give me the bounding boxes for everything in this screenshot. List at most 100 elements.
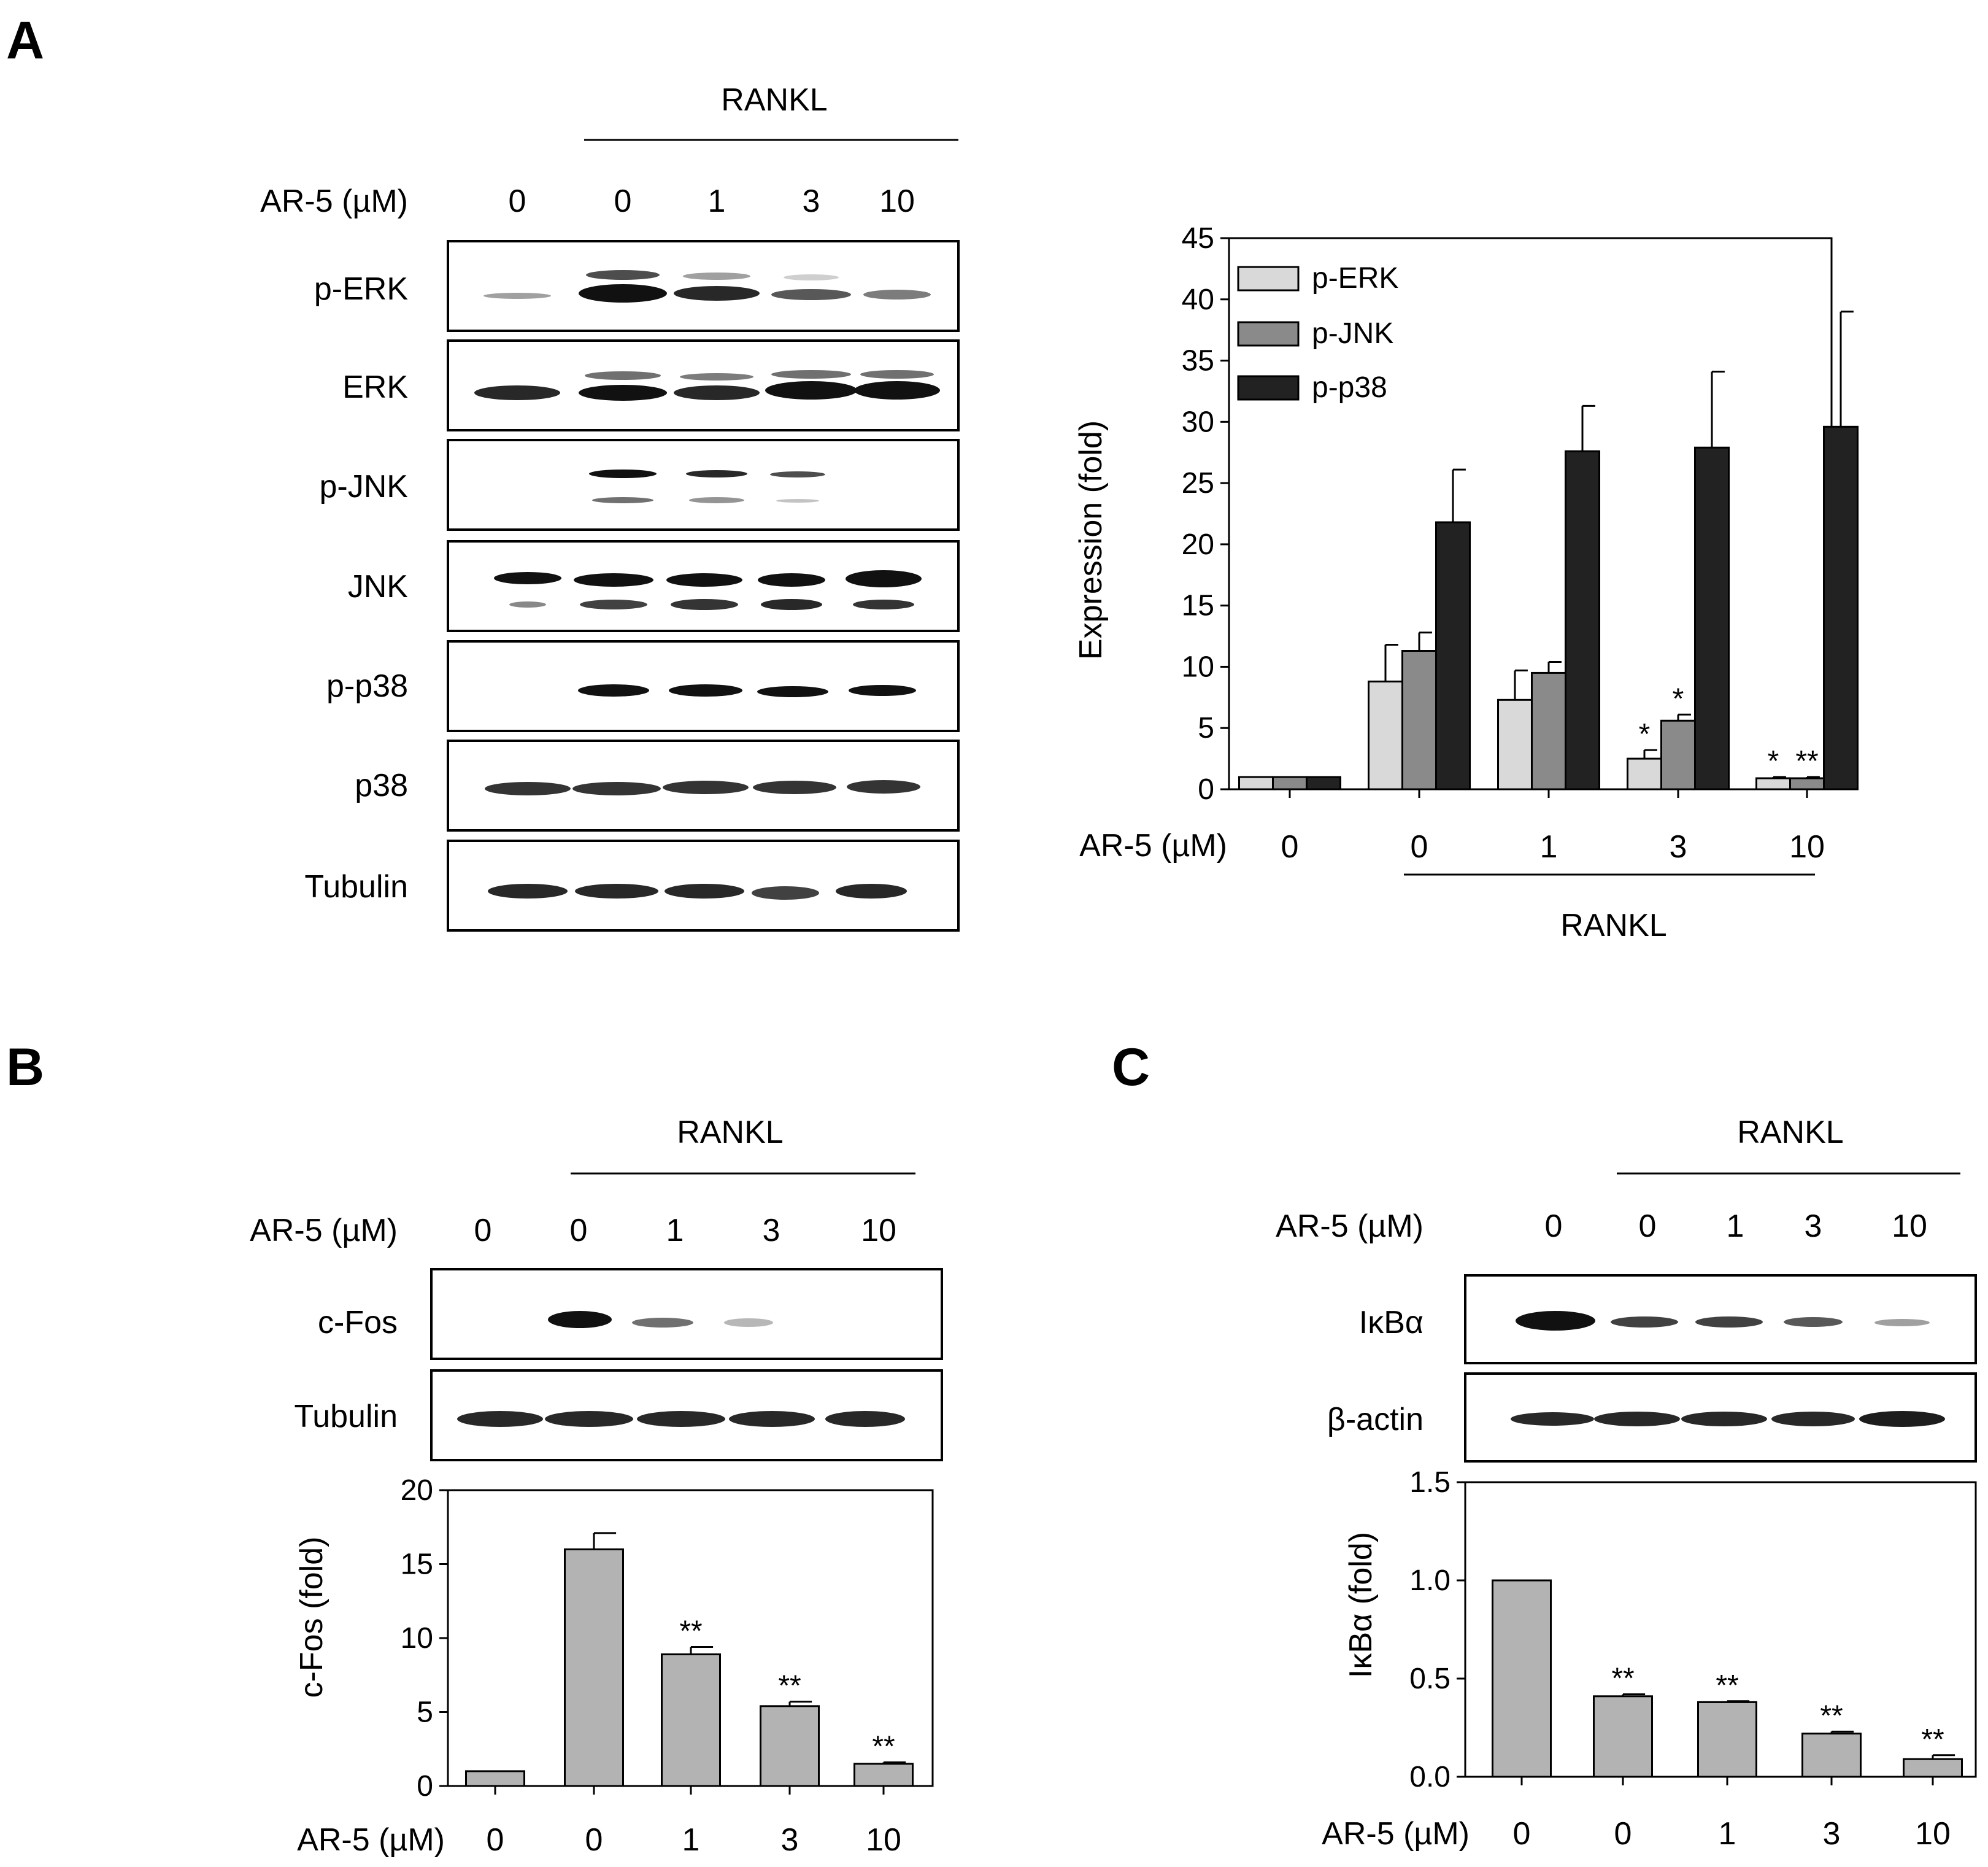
panel-a-dose-4: 10 [879,184,915,219]
chart-c-ytick-label: 1.5 [1409,1466,1451,1499]
chart-a-legend: p-ERK p-JNK p-p38 [1237,262,1398,404]
chart-b-xtick-label: 0 [487,1822,504,1858]
panel-a-dose-0: 0 [509,184,526,219]
chart-b: 0 5 10 15 20 0 0 1 3 10 ** ** ** [401,1474,934,1858]
chart-b-ytick-label: 20 [401,1474,433,1507]
significance-a: * [1639,718,1651,751]
chart-a-ytick-label: 10 [1182,651,1214,683]
chart-c-ytick-label: 0.0 [1409,1761,1451,1793]
blot-label-p-erk: p-ERK [314,271,408,307]
panel-c-rankl-label: RANKL [1737,1115,1843,1150]
panel-b-dose-label: AR-5 (µM) [250,1213,398,1248]
chart-a-ytick-label: 20 [1182,528,1214,561]
chart-a-ytick-label: 0 [1198,773,1214,806]
chart-a-ytick-label: 35 [1182,345,1214,377]
blot-tubulin-a [447,840,960,932]
blot-label-tubulin: Tubulin [304,869,408,905]
bar-a-p-jnk [1401,650,1437,790]
significance-a: * [1768,745,1779,778]
bar-a-p-jnk [1789,777,1825,790]
chart-b-xtick-label: 1 [682,1822,700,1858]
panel-a-dose-labels: 0 0 1 3 10 [509,184,915,219]
panel-b-dose-1: 0 [570,1213,588,1248]
bar-a-p-erk [1627,757,1662,790]
chart-a-xtick-label: 1 [1540,829,1558,865]
bar-c-value [1903,1758,1963,1778]
blot-label-c-fos: c-Fos [318,1305,398,1340]
bar-a-p-p38 [1435,521,1471,790]
blot-label-p-p38: p-p38 [326,668,408,704]
panel-a-blot-labels: p-ERK ERK p-JNK JNK p-p38 p38 Tubulin [304,271,408,905]
panel-b-dose-4: 10 [861,1213,896,1248]
significance-c: ** [1820,1699,1843,1732]
blot-label-ikba: IκBα [1359,1305,1424,1340]
panel-b-dose-3: 3 [763,1213,780,1248]
bar-c-value [1697,1701,1757,1778]
chart-b-ytick-label: 15 [401,1548,433,1581]
chart-b-ylabel: c-Fos (fold) [294,1537,329,1698]
bar-b-value [661,1653,721,1787]
significance-b: ** [778,1670,801,1703]
blot-p38 [447,740,960,832]
panel-label-c: C [1112,1038,1150,1097]
bar-a-p-p38 [1823,425,1859,790]
panel-c-dose-3: 3 [1805,1208,1822,1244]
chart-b-ytick-label: 10 [401,1622,433,1655]
bar-b-value [564,1548,624,1787]
blot-label-b-actin: β-actin [1327,1402,1424,1437]
bar-b-value [853,1763,914,1787]
blot-label-p38: p38 [355,768,408,803]
chart-a-rankl-label: RANKL [1560,908,1666,943]
panel-c-dose-1: 0 [1639,1208,1657,1244]
bar-a-p-erk [1368,680,1403,790]
panel-b-dose-2: 1 [666,1213,684,1248]
panel-label-b: B [6,1038,44,1097]
blot-tubulin-b [430,1369,943,1461]
panel-label-a: A [6,11,44,70]
bar-a-p-jnk [1531,671,1566,790]
chart-c-xtick-label: 0 [1513,1816,1531,1852]
panel-a-dose-2: 1 [708,184,726,219]
bar-a-p-erk [1238,776,1274,790]
chart-a-xtick-label: 3 [1670,829,1687,865]
chart-a-ytick-label: 15 [1182,590,1214,622]
blot-ikba [1464,1274,1977,1364]
panel-a-dose-label: AR-5 (µM) [260,184,408,219]
chart-c-ylabel: IκBα (fold) [1343,1532,1379,1678]
panel-c-dose-label: AR-5 (µM) [1276,1208,1424,1244]
legend-swatch-p-p38 [1237,375,1300,401]
blot-p-jnk [447,439,960,531]
bar-a-p-erk [1497,698,1533,790]
significance-b: ** [679,1615,702,1647]
blot-label-erk: ERK [342,369,408,405]
chart-c-xtick-label: 1 [1719,1816,1736,1852]
blot-jnk [447,540,960,632]
chart-a-xtick-label: 0 [1411,829,1428,865]
chart-a-ylabel: Expression (fold) [1073,420,1109,660]
chart-c-xtick-label: 10 [1915,1816,1951,1852]
chart-a-ytick-label: 25 [1182,467,1214,500]
blot-erk [447,339,960,431]
blot-label-p-jnk: p-JNK [320,469,409,504]
panel-b-dose-labels: 0 0 1 3 10 [474,1213,896,1248]
panel-c-dose-0: 0 [1545,1208,1563,1244]
blot-p-p38 [447,640,960,732]
chart-a-xtick-label: 0 [1281,829,1299,865]
bar-a-p-jnk [1660,719,1696,790]
blot-label-tubulin-b: Tubulin [294,1399,398,1434]
chart-a-ytick-label: 40 [1182,284,1214,316]
chart-c-xtick-label: 0 [1614,1816,1632,1852]
chart-b-xtick-label: 0 [585,1822,603,1858]
bar-a-p-p38 [1306,776,1341,790]
blot-p-erk [447,240,960,332]
chart-a-ytick-label: 30 [1182,406,1214,438]
bar-b-value [465,1770,525,1787]
legend-swatch-p-jnk [1237,321,1300,347]
blot-b-actin [1464,1372,1977,1463]
significance-a: ** [1795,745,1818,778]
panel-c-dose-4: 10 [1892,1208,1927,1244]
chart-c-xlabel: AR-5 (µM) [1322,1816,1470,1852]
panel-c-dose-labels: 0 0 1 3 10 [1545,1208,1927,1244]
chart-c-ytick-label: 0.5 [1409,1663,1451,1695]
